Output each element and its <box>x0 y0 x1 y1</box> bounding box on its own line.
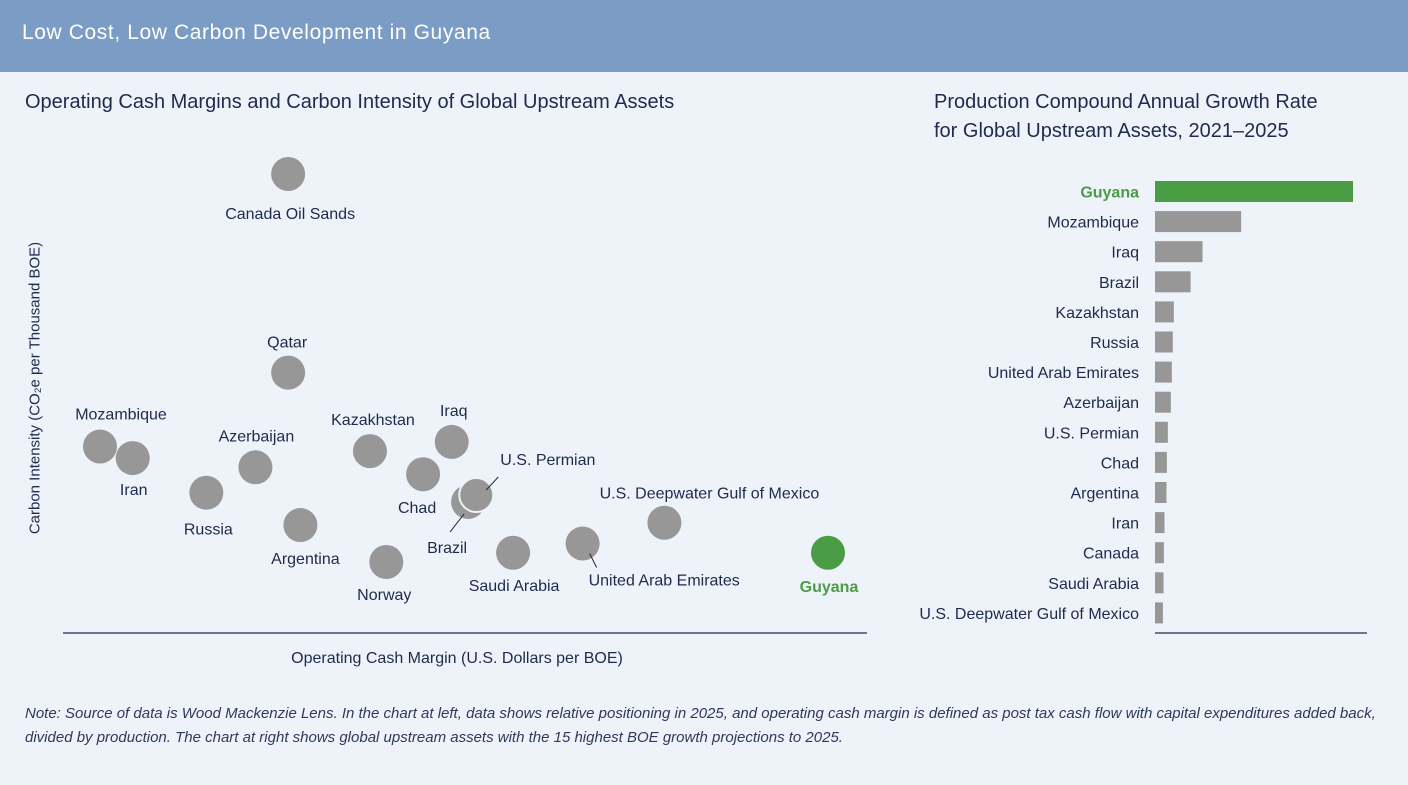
scatter-point-group-iraq: Iraq <box>434 403 469 459</box>
scatter-point-azerbaijan <box>238 450 273 485</box>
bar-guyana <box>1155 181 1353 202</box>
scatter-label-norway: Norway <box>357 587 411 604</box>
scatter-point-saudi-arabia <box>496 535 531 570</box>
bar-canada <box>1155 542 1164 564</box>
bar-label-kazakhstan: Kazakhstan <box>1055 305 1139 322</box>
scatter-point-iraq <box>434 424 469 459</box>
scatter-label-brazil: Brazil <box>427 540 467 557</box>
leader-line-united-arab-emirates <box>589 553 598 568</box>
bar-label-u-s-deepwater-gulf-of-mexico: U.S. Deepwater Gulf of Mexico <box>919 606 1139 623</box>
bar-brazil <box>1155 271 1191 293</box>
scatter-plot: Canada Oil Sands Qatar Mozambique Iran Russi… <box>63 157 867 634</box>
scatter-point-group-canada-oil-sands: Canada Oil Sands <box>225 157 355 223</box>
scatter-point-group-saudi-arabia: Saudi Arabia <box>469 535 560 595</box>
bar-label-iraq: Iraq <box>1111 245 1139 262</box>
bar-label-brazil: Brazil <box>1099 275 1139 292</box>
leader-line-brazil <box>449 513 465 533</box>
bar-chart-title: Production Compound Annual Growth Rate f… <box>934 88 1318 146</box>
scatter-point-canada-oil-sands <box>271 157 306 191</box>
scatter-label-azerbaijan: Azerbaijan <box>219 428 295 445</box>
scatter-point-united-arab-emirates <box>565 526 600 561</box>
scatter-label-saudi-arabia: Saudi Arabia <box>469 578 560 595</box>
bar-label-argentina: Argentina <box>1071 486 1140 503</box>
scatter-label-u-s-deepwater-gulf-of-mexico: U.S. Deepwater Gulf of Mexico <box>600 486 820 503</box>
bar-label-guyana: Guyana <box>1080 185 1139 202</box>
scatter-point-group-russia: Russia <box>184 475 233 539</box>
bar-label-iran: Iran <box>1111 516 1139 533</box>
scatter-label-qatar: Qatar <box>267 335 308 352</box>
scatter-label-russia: Russia <box>184 522 233 539</box>
scatter-point-group-u-s-deepwater-gulf-of-mexico: U.S. Deepwater Gulf of Mexico <box>600 486 820 540</box>
bar-chart-title-line2: for Global Upstream Assets, 2021–2025 <box>934 120 1289 142</box>
scatter-point-guyana <box>811 535 845 570</box>
bar-mozambique <box>1155 211 1242 233</box>
scatter-point-group-norway: Norway <box>357 545 411 604</box>
scatter-point-argentina <box>283 508 318 543</box>
scatter-point-russia <box>189 475 224 510</box>
scatter-point-group-iran: Iran <box>115 441 150 499</box>
bar-russia <box>1155 331 1173 353</box>
banner-title: Low Cost, Low Carbon Development in Guya… <box>22 21 491 44</box>
bar-label-canada: Canada <box>1083 546 1139 563</box>
scatter-point-group-u-s-permian: U.S. Permian <box>458 452 595 514</box>
bar-saudi-arabia <box>1155 572 1164 594</box>
bar-u-s-deepwater-gulf-of-mexico <box>1155 602 1163 624</box>
scatter-label-kazakhstan: Kazakhstan <box>331 412 415 429</box>
bar-argentina <box>1155 482 1167 503</box>
scatter-label-iraq: Iraq <box>440 403 468 420</box>
scatter-point-kazakhstan <box>352 434 387 469</box>
bar-label-chad: Chad <box>1101 455 1139 472</box>
scatter-point-u-s-deepwater-gulf-of-mexico <box>647 505 682 540</box>
bar-label-azerbaijan: Azerbaijan <box>1063 395 1139 412</box>
scatter-point-iran <box>115 441 150 476</box>
scatter-chart-title: Operating Cash Margins and Carbon Intens… <box>25 91 675 113</box>
bar-label-saudi-arabia: Saudi Arabia <box>1048 576 1139 593</box>
bar-chart-title-line1: Production Compound Annual Growth Rate <box>934 91 1318 113</box>
banner: Low Cost, Low Carbon Development in Guya… <box>0 0 1408 72</box>
bar-u-s-permian <box>1155 421 1168 443</box>
scatter-point-group-qatar: Qatar <box>267 335 308 390</box>
bar-iraq <box>1155 241 1203 263</box>
bar-label-united-arab-emirates: United Arab Emirates <box>988 365 1139 382</box>
scatter-label-guyana: Guyana <box>800 579 859 596</box>
scatter-point-norway <box>369 545 404 579</box>
bar-chart: Guyana Mozambique Iraq Brazil Kazakhstan Russ… <box>919 181 1367 634</box>
bar-kazakhstan <box>1155 301 1174 323</box>
scatter-point-group-argentina: Argentina <box>271 508 340 568</box>
bar-azerbaijan <box>1155 391 1171 413</box>
scatter-label-mozambique: Mozambique <box>75 407 167 424</box>
source-note: Note: Source of data is Wood Mackenzie L… <box>25 705 1376 746</box>
scatter-point-chad <box>406 457 441 492</box>
scatter-label-united-arab-emirates: United Arab Emirates <box>589 573 740 590</box>
scatter-label-iran: Iran <box>120 482 148 499</box>
leader-line-u-s-permian <box>485 476 499 491</box>
bar-iran <box>1155 512 1165 534</box>
scatter-point-mozambique <box>83 429 117 464</box>
scatter-label-argentina: Argentina <box>271 551 340 568</box>
scatter-point-group-chad: Chad <box>398 457 441 517</box>
scatter-point-group-mozambique: Mozambique <box>75 407 167 464</box>
scatter-label-u-s-permian: U.S. Permian <box>500 452 595 469</box>
scatter-point-u-s-permian <box>458 477 495 514</box>
scatter-label-chad: Chad <box>398 500 436 517</box>
bar-label-u-s-permian: U.S. Permian <box>1044 425 1139 442</box>
scatter-point-group-guyana: Guyana <box>800 535 859 596</box>
bar-label-russia: Russia <box>1090 335 1139 352</box>
bar-united-arab-emirates <box>1155 361 1172 383</box>
scatter-point-group-kazakhstan: Kazakhstan <box>331 412 415 469</box>
bar-label-mozambique: Mozambique <box>1047 215 1139 232</box>
scatter-point-group-azerbaijan: Azerbaijan <box>219 428 295 485</box>
bar-chad <box>1155 451 1167 473</box>
scatter-point-group-united-arab-emirates: United Arab Emirates <box>565 526 740 590</box>
scatter-x-axis-label: Operating Cash Margin (U.S. Dollars per … <box>291 650 623 667</box>
scatter-point-qatar <box>271 355 306 390</box>
scatter-label-canada-oil-sands: Canada Oil Sands <box>225 206 355 223</box>
